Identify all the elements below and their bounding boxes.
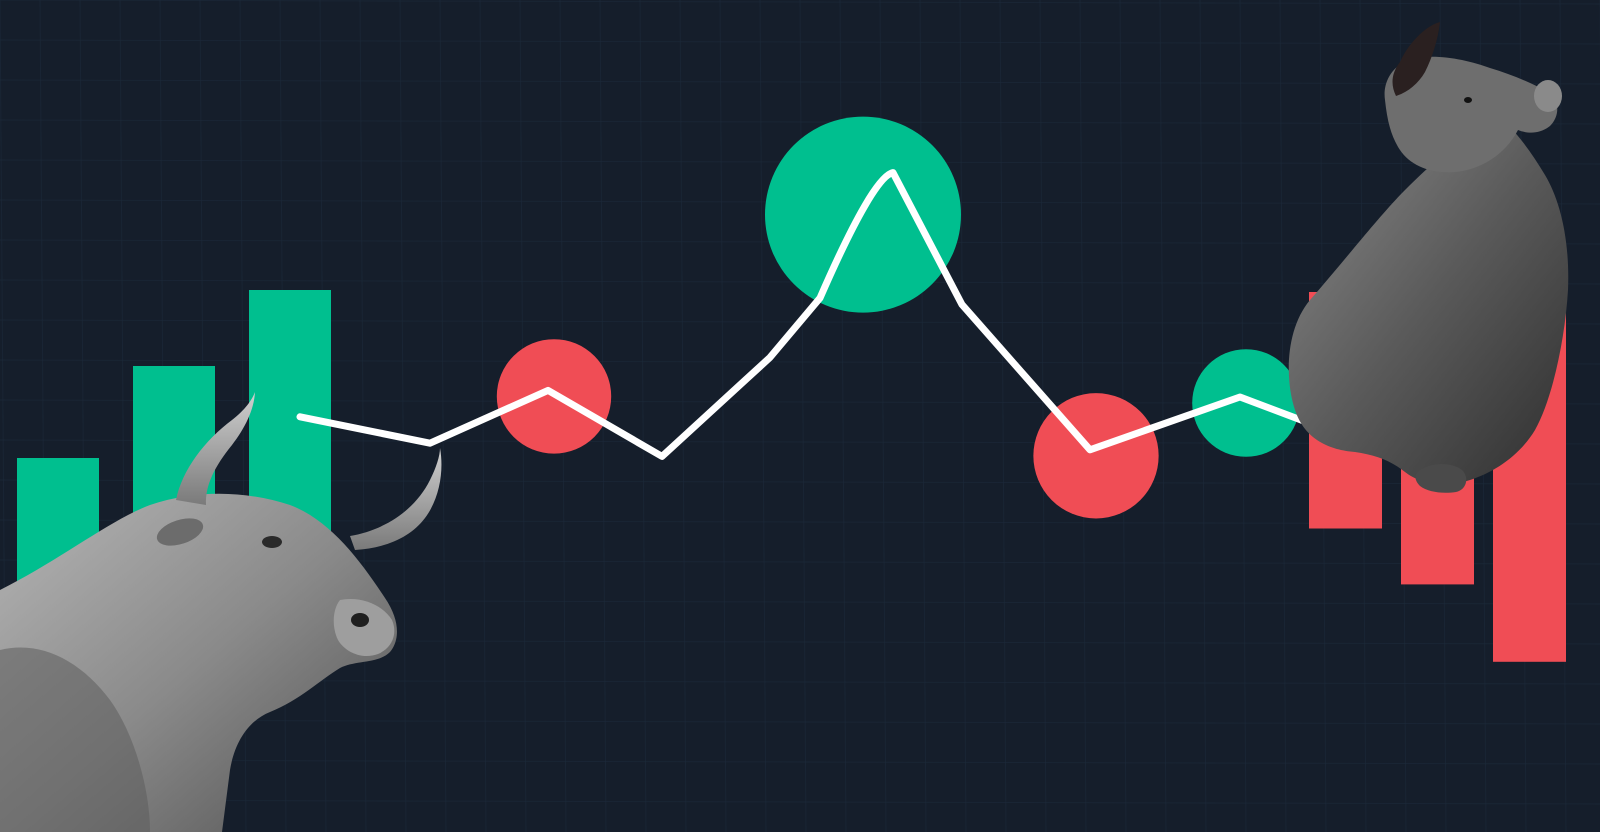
bear-ear (1534, 80, 1562, 112)
grid-line (719, 0, 727, 832)
grid-line (959, 0, 967, 832)
grid-line (399, 0, 407, 832)
grid-line (0, 799, 1600, 805)
bull-left-horn (176, 392, 255, 505)
grid-line (0, 79, 1600, 85)
grid-line (799, 0, 807, 832)
bear-open-mouth (1392, 22, 1440, 96)
bull-nostril (351, 613, 369, 627)
bull-muzzle (333, 598, 395, 657)
grid-line (0, 719, 1600, 725)
bull-shoulder-shadow (0, 647, 150, 832)
bear-head (1384, 56, 1558, 173)
grid-line (359, 0, 367, 832)
bear-eye (1464, 97, 1472, 103)
bull-statue-icon (0, 392, 442, 832)
bull-right-horn (350, 448, 442, 550)
grid-line (439, 0, 447, 832)
grid-line (0, 759, 1600, 765)
trend-line (296, 169, 1314, 460)
grid-line (1159, 0, 1167, 832)
bull-eye (262, 536, 282, 548)
grid-line (1039, 0, 1047, 832)
grid-line (0, 0, 1600, 5)
bear-body (1288, 118, 1569, 485)
bull-ear (156, 518, 204, 546)
grid-line (999, 0, 1007, 832)
grid-line (759, 0, 767, 832)
grid-line (679, 0, 687, 832)
grid-line (0, 119, 1600, 125)
roaring-bear-icon (1288, 22, 1569, 493)
grid-line (0, 39, 1600, 45)
bear-paw (1415, 464, 1467, 493)
grid-line (639, 0, 647, 832)
